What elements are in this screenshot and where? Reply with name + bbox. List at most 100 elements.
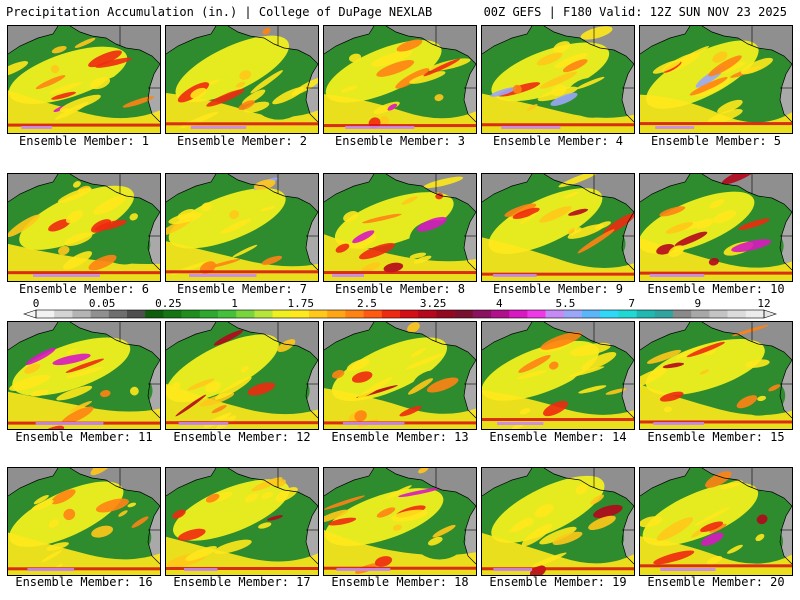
precip-cell xyxy=(519,211,539,225)
precip-cell xyxy=(740,57,773,75)
precip-field xyxy=(324,176,476,281)
precip-cell xyxy=(653,550,695,565)
colorbar-swatch xyxy=(199,310,219,318)
colorbar-tick-label: 9 xyxy=(695,297,702,310)
dry-area xyxy=(96,75,149,116)
precip-map xyxy=(324,174,476,281)
precip-cell xyxy=(603,212,634,236)
precip-cell xyxy=(74,37,96,48)
colorbar-tick-label: 2.5 xyxy=(357,297,377,310)
west-coastline xyxy=(621,359,634,419)
precip-cell xyxy=(90,468,115,476)
precip-cell xyxy=(358,242,395,260)
colorbar-swatch xyxy=(636,310,656,318)
precip-cell xyxy=(205,381,221,393)
ensemble-map-panel xyxy=(481,173,635,282)
precip-cell xyxy=(418,468,429,474)
precip-cell xyxy=(51,489,76,505)
west-coast-land xyxy=(780,506,792,564)
ensemble-map-panel xyxy=(323,467,477,576)
precip-cell xyxy=(399,405,422,417)
precip-map xyxy=(166,174,318,281)
precip-cell xyxy=(95,498,129,513)
alaska-coastline xyxy=(543,322,634,361)
precip-cell xyxy=(696,218,714,229)
precip-cell xyxy=(240,365,249,373)
precip-cell xyxy=(348,53,362,63)
west-coastline xyxy=(621,63,634,123)
alaska-land xyxy=(228,322,318,360)
precip-field xyxy=(482,475,634,575)
west-coast-land xyxy=(622,64,634,122)
precip-band-south xyxy=(324,529,476,575)
ensemble-map-panel xyxy=(481,321,635,430)
precip-cell xyxy=(717,99,743,114)
colorbar-swatch xyxy=(454,310,474,318)
precip-tropical-peak xyxy=(21,126,53,129)
precip-tropical-band xyxy=(482,123,634,127)
precip-cell xyxy=(65,210,84,224)
west-coast-land xyxy=(780,64,792,122)
asia-coastline xyxy=(640,468,691,497)
precip-cell xyxy=(640,516,663,528)
alaska-coastline xyxy=(227,174,318,213)
asia-coastline xyxy=(324,468,375,497)
ensemble-map-panel xyxy=(7,321,161,430)
ensemble-map-panel xyxy=(639,173,793,282)
alaska-land xyxy=(386,468,476,506)
asia-coastline xyxy=(482,174,533,203)
precip-cell xyxy=(713,210,737,224)
precip-cell xyxy=(490,87,517,97)
precip-cell xyxy=(215,376,252,400)
ensemble-map-panel xyxy=(481,467,635,576)
precip-cell xyxy=(243,101,270,113)
west-coast-land xyxy=(306,64,318,122)
precip-cell xyxy=(362,213,402,224)
asia-coastline xyxy=(640,174,691,203)
precip-tropical-peak xyxy=(178,422,229,425)
alaska-coastline xyxy=(69,174,160,213)
precip-tropical-peak xyxy=(35,422,104,425)
dry-area xyxy=(411,73,464,114)
colorbar-swatch xyxy=(290,310,310,318)
precip-cell xyxy=(129,213,138,221)
west-coastline xyxy=(147,359,160,419)
precip-cell xyxy=(187,378,215,391)
precip-tropical-band xyxy=(324,124,476,128)
precip-cell xyxy=(768,384,781,392)
precip-field xyxy=(324,322,476,429)
precip-map xyxy=(8,26,160,133)
precip-cell xyxy=(409,71,446,84)
precip-field xyxy=(482,174,634,281)
colorbar-swatch xyxy=(727,310,747,318)
west-coastline xyxy=(463,359,476,419)
west-coastline xyxy=(305,63,318,123)
ensemble-member-label: Ensemble Member: 14 xyxy=(489,430,627,444)
precip-cell xyxy=(95,57,132,68)
precip-cell xyxy=(395,68,430,89)
precip-cell xyxy=(51,45,67,54)
dry-area xyxy=(100,370,153,411)
asia-coastline xyxy=(324,26,375,55)
precip-cell xyxy=(33,494,49,505)
asia-coastline xyxy=(324,322,375,351)
precip-band-south xyxy=(166,536,318,575)
asia-coastline xyxy=(640,26,691,55)
alaska-coastline xyxy=(701,468,792,507)
precip-cell xyxy=(550,92,578,106)
precip-tropical-band xyxy=(166,270,318,274)
precip-cell xyxy=(709,199,725,209)
precip-cell xyxy=(736,395,758,409)
ensemble-member-label: Ensemble Member: 7 xyxy=(176,282,308,296)
precip-cell xyxy=(580,26,613,40)
precip-cell xyxy=(558,174,600,188)
west-coast-land xyxy=(148,360,160,418)
colorbar-swatch xyxy=(563,310,583,318)
precip-cell xyxy=(185,546,217,561)
precip-band-south xyxy=(8,532,160,575)
colorbar-tick-label: 1 xyxy=(231,297,238,310)
precip-cell xyxy=(700,521,724,533)
dry-area xyxy=(98,224,151,265)
precip-cell xyxy=(65,358,105,373)
precip-tropical-peak xyxy=(336,568,391,571)
